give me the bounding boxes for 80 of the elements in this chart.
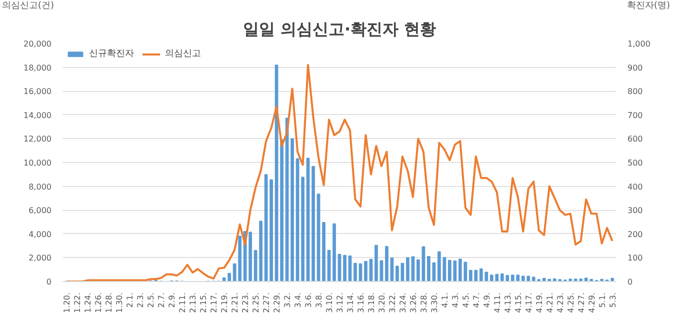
x-tick-label: 3.6. bbox=[304, 292, 314, 308]
y-tick-label: 6,000 bbox=[28, 206, 52, 216]
chart-title: 일일 의심신고·확진자 현황 bbox=[242, 20, 436, 38]
x-tick-label: 1.30. bbox=[115, 292, 124, 313]
x-tick-label: 4.29. bbox=[587, 292, 596, 313]
y2-tick-label: 900 bbox=[628, 63, 643, 72]
x-tick-label: 4.5. bbox=[461, 292, 470, 308]
x-tick-label: 2.29. bbox=[272, 292, 282, 313]
x-tick-label: 1.26. bbox=[94, 292, 104, 313]
x-tick-label: 2.17. bbox=[210, 292, 219, 313]
x-tick-label: 2.1. bbox=[126, 292, 135, 308]
y2-tick-label: 600 bbox=[628, 134, 643, 144]
x-tick-label: 2.21. bbox=[230, 292, 240, 313]
x-tick-label: 3.26. bbox=[408, 292, 418, 313]
x-tick-label: 2.27. bbox=[262, 292, 272, 313]
x-tick-label: 3.12. bbox=[336, 292, 344, 313]
x-tick-label: 1.24. bbox=[84, 292, 93, 313]
x-tick-label: 1.28. bbox=[104, 292, 114, 313]
y2-tick-label: 800 bbox=[628, 87, 643, 96]
x-tick-label: 3.16. bbox=[356, 292, 366, 313]
x-tick-label: 3.22. bbox=[388, 292, 397, 313]
x-tick-label: 5.3. bbox=[608, 292, 618, 308]
x-tick-label: 4.17. bbox=[524, 292, 534, 313]
y2-tick-label: 500 bbox=[628, 158, 643, 168]
y-tick-label: 8,000 bbox=[28, 182, 52, 192]
x-tick-label: 3.2. bbox=[283, 292, 292, 308]
x-tick-label: 4.3. bbox=[450, 292, 460, 308]
x-tick-label: 2.5. bbox=[146, 292, 156, 308]
x-tick-label: 4.25. bbox=[566, 292, 576, 313]
x-tick-label: 3.18. bbox=[366, 292, 376, 313]
x-tick-label: 4.13. bbox=[503, 292, 512, 313]
x-tick-label: 3.4. bbox=[294, 292, 303, 308]
y-tick-label: 10,000 bbox=[24, 158, 52, 168]
x-tick-label: 3.28. bbox=[419, 292, 428, 313]
y-tick-label: 16,000 bbox=[24, 87, 52, 96]
legend-label: 신규확진자 bbox=[89, 48, 134, 60]
y-tick-label: 12,000 bbox=[24, 134, 52, 144]
x-tick-label: 4.7. bbox=[472, 292, 481, 308]
x-tick-label: 5.1. bbox=[598, 292, 607, 308]
y2-tick-label: 300 bbox=[628, 206, 643, 216]
x-tick-label: 4.11. bbox=[492, 292, 502, 313]
x-tick-label: 2.19. bbox=[220, 292, 230, 313]
y-tick-label: 18,000 bbox=[24, 63, 52, 72]
x-tick-label: 4.23. bbox=[556, 292, 565, 313]
x-tick-label: 4.19. bbox=[534, 292, 544, 313]
y2-tick-label: 200 bbox=[628, 230, 643, 239]
y2-tick-label: 400 bbox=[628, 182, 643, 192]
y2-tick-label: 700 bbox=[628, 110, 643, 120]
y2-tick-label: 0 bbox=[628, 278, 633, 286]
x-tick-label: 2.25. bbox=[252, 292, 261, 313]
x-tick-label: 2.3. bbox=[136, 292, 146, 308]
x-tick-label: 4.1. bbox=[440, 292, 450, 308]
y-tick-label: 20,000 bbox=[24, 40, 52, 48]
x-tick-label: 2.7. bbox=[157, 292, 166, 308]
x-tick-label: 4.21. bbox=[545, 292, 554, 313]
x-tick-label: 1.20. bbox=[62, 292, 72, 313]
x-tick-label: 4.9. bbox=[482, 292, 492, 308]
y-tick-label: 0 bbox=[46, 278, 52, 286]
y-tick-label: 2,000 bbox=[28, 254, 52, 263]
y-tick-label: 14,000 bbox=[24, 110, 52, 120]
x-tick-label: 4.27. bbox=[576, 292, 586, 313]
y2-tick-label: 100 bbox=[628, 254, 643, 263]
x-tick-label: 2.13. bbox=[188, 292, 198, 313]
y2-axis-title: 확진자(명) bbox=[626, 0, 670, 13]
x-tick-label: 2.23. bbox=[241, 292, 250, 313]
x-tick-label: 2.11. bbox=[178, 292, 188, 313]
x-tick-label: 3.24. bbox=[398, 292, 408, 313]
y2-tick-label: 1,000 bbox=[628, 40, 650, 48]
x-tick-label: 3.14. bbox=[346, 292, 355, 313]
x-tick-label: 3.30. bbox=[430, 292, 439, 313]
y-tick-label: 4,000 bbox=[28, 230, 52, 239]
y-axis-title: 의심신고(건) bbox=[2, 0, 54, 13]
x-tick-label: 4.15. bbox=[514, 292, 523, 313]
x-tick-label: 1.22. bbox=[73, 292, 82, 313]
x-tick-label: 2.9. bbox=[168, 292, 177, 308]
x-tick-label: 3.8. bbox=[314, 292, 324, 308]
x-tick-label: 3.20. bbox=[377, 292, 386, 313]
x-tick-label: 3.10. bbox=[325, 292, 334, 313]
x-tick-label: 2.15. bbox=[199, 292, 208, 313]
legend-label: 의심신고 bbox=[165, 48, 201, 60]
